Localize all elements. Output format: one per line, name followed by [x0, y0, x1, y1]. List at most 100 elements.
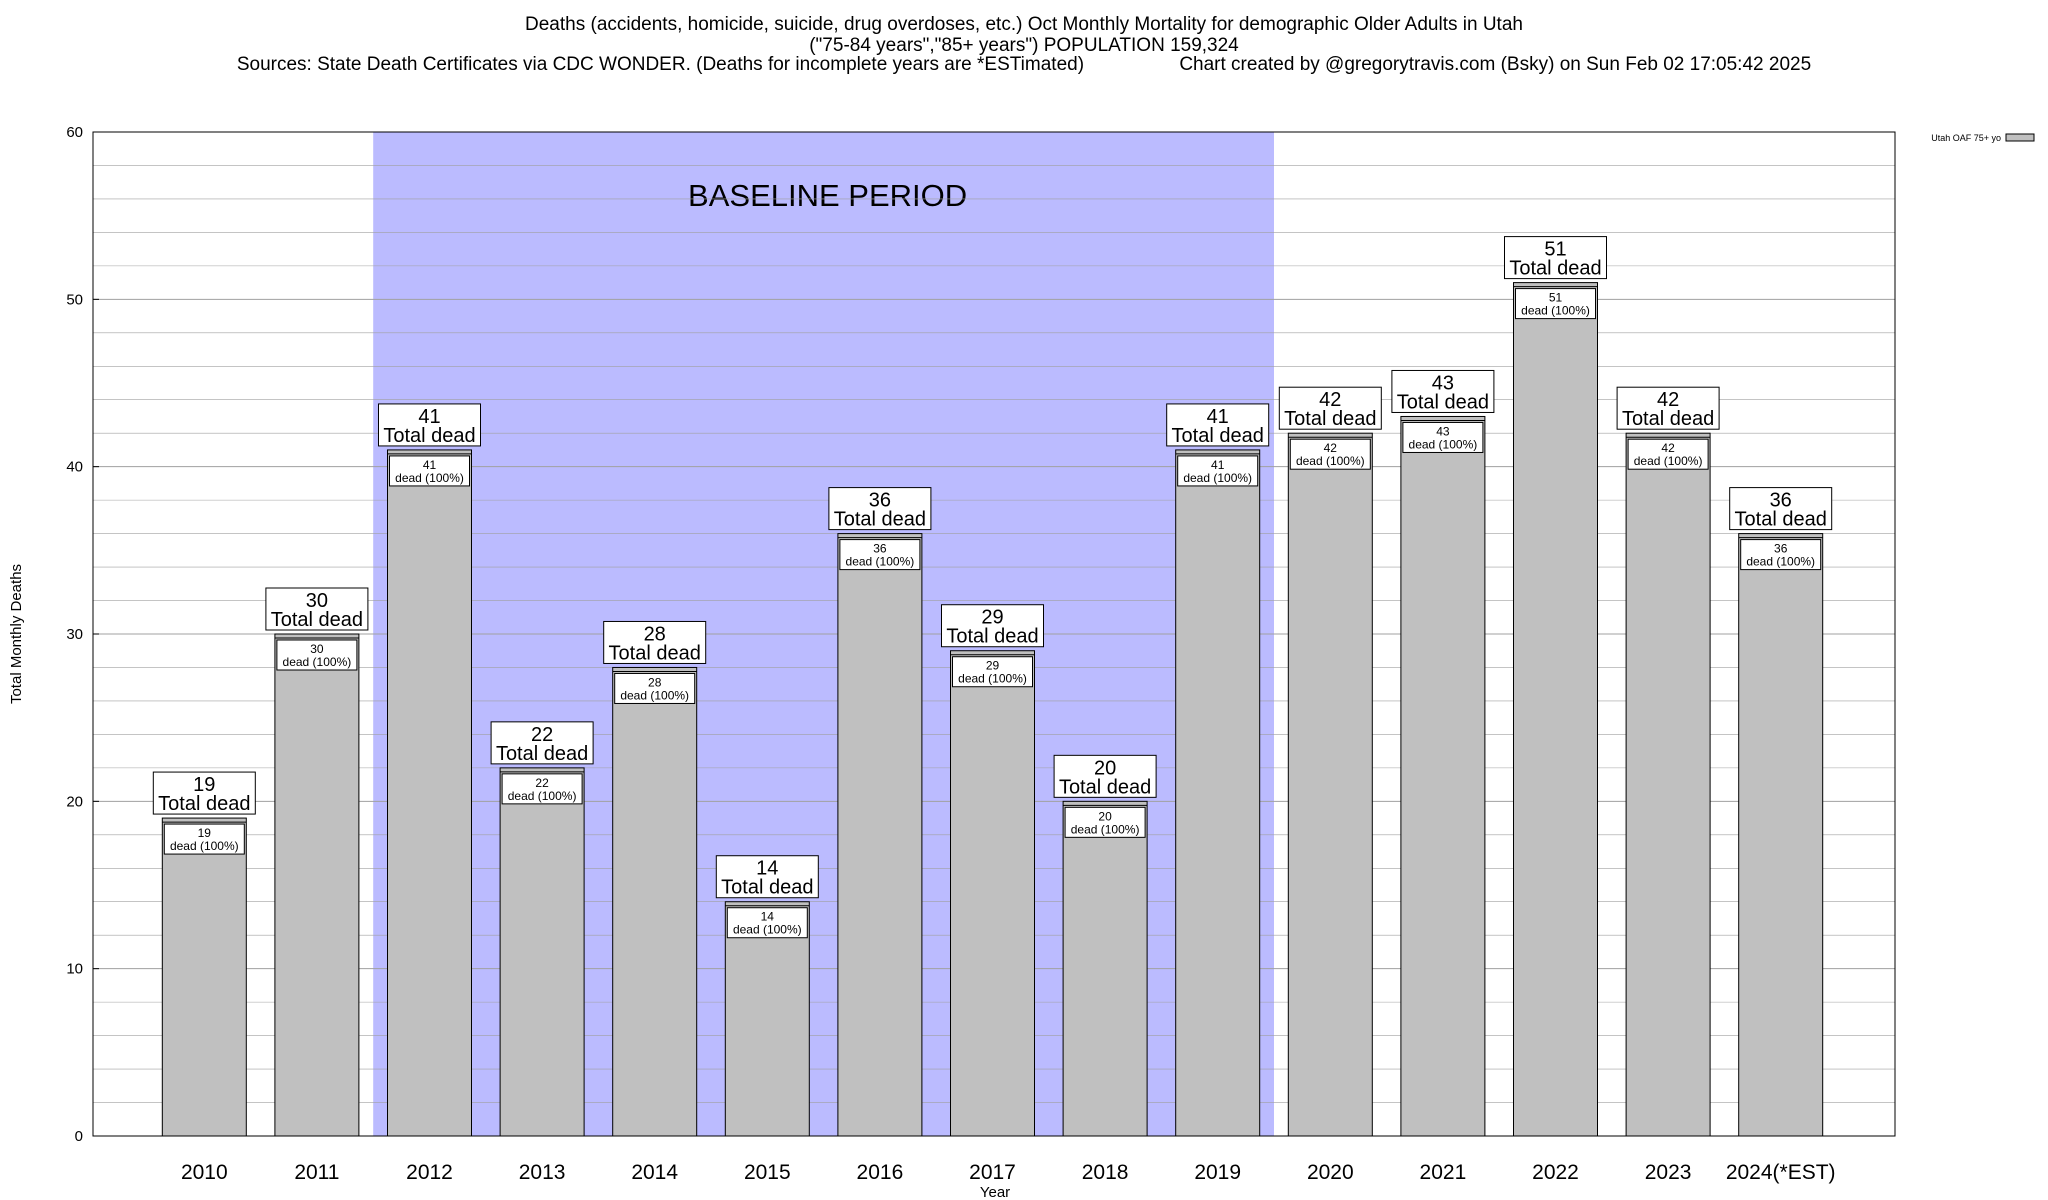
total-dead-label: Total dead [1059, 776, 1151, 798]
inner-label-box [163, 823, 245, 855]
inner-percent-label: dead (100%) [1071, 822, 1140, 836]
total-label-box [1278, 386, 1382, 430]
total-dead-label: Total dead [1172, 425, 1264, 447]
inner-percent-label: dead (100%) [733, 923, 802, 937]
inner-value-label: 42 [1661, 441, 1675, 455]
inner-label-box [614, 672, 696, 704]
inner-label-box [952, 656, 1033, 688]
x-axis-title: Year [980, 1184, 1010, 1200]
inner-label-box [1289, 438, 1371, 470]
inner-percent-label: dead (100%) [283, 655, 352, 669]
x-tick-label: 2016 [857, 1161, 904, 1184]
bar [1287, 432, 1373, 1137]
total-dead-label: Total dead [1509, 258, 1601, 280]
total-value-label: 42 [1657, 389, 1679, 411]
total-label-box [490, 721, 594, 765]
total-dead-label: Total dead [1735, 509, 1827, 531]
total-label-box [603, 620, 707, 664]
inner-label-box [1515, 288, 1596, 320]
total-label-box [152, 771, 256, 815]
x-tick-label: 2022 [1532, 1161, 1579, 1184]
x-tick-label: 2010 [181, 1161, 228, 1184]
total-label-box [1053, 754, 1157, 798]
baseline-label: BASELINE PERIOD [688, 178, 967, 213]
x-tick-label: 2018 [1082, 1161, 1129, 1184]
y-tick-label: 50 [66, 291, 83, 308]
bar [499, 767, 585, 1137]
inner-percent-label: dead (100%) [846, 555, 915, 569]
total-label-box [715, 855, 819, 899]
x-tick-label: 2024(*EST) [1726, 1161, 1836, 1184]
total-dead-label: Total dead [383, 425, 475, 447]
inner-value-label: 20 [1098, 809, 1112, 823]
bar [1400, 415, 1486, 1137]
inner-percent-label: dead (100%) [620, 688, 689, 702]
inner-value-label: 36 [1774, 542, 1788, 556]
inner-percent-label: dead (100%) [170, 839, 239, 853]
total-dead-label: Total dead [609, 642, 701, 664]
bar [837, 533, 923, 1137]
total-value-label: 36 [869, 490, 891, 512]
total-label-box [828, 487, 932, 531]
total-value-label: 28 [644, 623, 666, 645]
x-tick-label: 2017 [969, 1161, 1016, 1184]
total-dead-label: Total dead [1284, 408, 1376, 430]
sources-line: Sources: State Death Certificates via CD… [0, 54, 2048, 76]
total-value-label: 14 [756, 858, 778, 880]
chart-title: Deaths (accidents, homicide, suicide, dr… [525, 14, 1523, 35]
total-value-label: 41 [418, 406, 440, 428]
y-tick-label: 0 [75, 1128, 83, 1145]
inner-percent-label: dead (100%) [1634, 454, 1703, 468]
inner-percent-label: dead (100%) [1409, 437, 1478, 451]
bar [950, 650, 1035, 1137]
y-tick-label: 10 [66, 961, 83, 978]
y-tick-label: 40 [66, 459, 83, 476]
total-value-label: 41 [1207, 406, 1229, 428]
bar [1175, 449, 1261, 1137]
inner-percent-label: dead (100%) [1183, 471, 1252, 485]
inner-percent-label: dead (100%) [958, 672, 1027, 686]
total-label-box [1166, 403, 1270, 447]
x-tick-label: 2023 [1645, 1161, 1692, 1184]
inner-value-label: 42 [1324, 441, 1338, 455]
x-tick-label: 2021 [1420, 1161, 1467, 1184]
inner-value-label: 30 [310, 642, 324, 656]
inner-value-label: 29 [986, 659, 1000, 673]
inner-value-label: 43 [1436, 424, 1450, 438]
bar [1062, 800, 1148, 1137]
x-tick-label: 2013 [519, 1161, 566, 1184]
total-value-label: 22 [531, 724, 553, 746]
inner-value-label: 14 [761, 910, 775, 924]
x-tick-label: 2012 [406, 1161, 453, 1184]
total-value-label: 43 [1432, 372, 1454, 394]
total-label-box [265, 587, 369, 631]
total-value-label: 19 [193, 774, 215, 796]
total-label-box [1391, 369, 1495, 413]
inner-value-label: 51 [1549, 291, 1563, 305]
legend-label: Utah OAF 75+ yo [1931, 133, 2001, 143]
total-dead-label: Total dead [496, 743, 588, 765]
bar [724, 901, 810, 1137]
total-dead-label: Total dead [1397, 391, 1489, 413]
sources-text: Sources: State Death Certificates via CD… [236, 54, 1085, 75]
y-tick-label: 60 [66, 124, 83, 141]
inner-value-label: 19 [198, 826, 212, 840]
inner-value-label: 28 [648, 675, 662, 689]
total-label-box [941, 604, 1044, 648]
inner-label-box [726, 907, 808, 939]
bar [1738, 533, 1824, 1137]
bar [612, 666, 698, 1137]
inner-percent-label: dead (100%) [1521, 304, 1590, 318]
total-label-box [1504, 236, 1607, 280]
total-value-label: 42 [1319, 389, 1341, 411]
total-dead-label: Total dead [1622, 408, 1714, 430]
inner-value-label: 41 [423, 458, 437, 472]
inner-label-box [839, 539, 921, 571]
inner-label-box [1627, 438, 1709, 470]
y-tick-label: 20 [66, 793, 83, 810]
inner-value-label: 41 [1211, 458, 1225, 472]
total-value-label: 36 [1770, 490, 1792, 512]
legend-swatch [2005, 133, 2035, 142]
x-tick-label: 2014 [631, 1161, 678, 1184]
